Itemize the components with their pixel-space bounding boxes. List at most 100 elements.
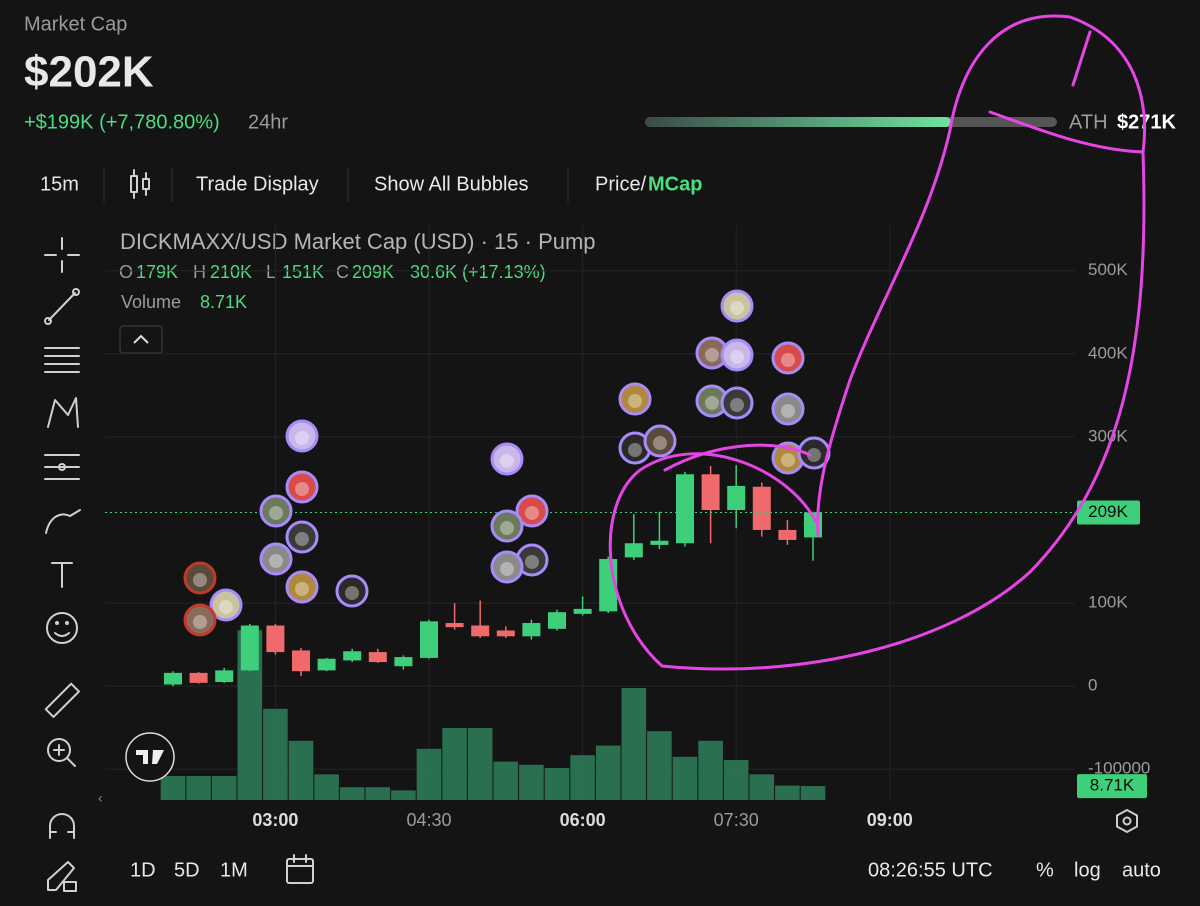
trade-bubble[interactable]	[285, 520, 319, 554]
zoom-tool[interactable]	[47, 738, 76, 767]
header-value: $202K	[24, 48, 154, 97]
trade-bubble[interactable]	[259, 494, 293, 528]
mcap-toggle[interactable]: MCap	[648, 173, 702, 195]
collapse-legend-button[interactable]	[119, 325, 163, 354]
candle-body	[292, 650, 310, 672]
trade-bubble[interactable]	[490, 550, 524, 584]
bubble-face	[781, 404, 795, 418]
candle-body	[266, 625, 285, 653]
trade-bubble[interactable]	[285, 570, 319, 604]
trade-bubble[interactable]	[259, 542, 293, 576]
bubble-face	[807, 448, 821, 462]
bubble-face	[781, 453, 795, 467]
trade-bubble[interactable]	[490, 442, 524, 476]
range-button[interactable]: 1D	[130, 859, 156, 881]
magnet-tool[interactable]	[49, 813, 75, 839]
candle-body	[752, 486, 771, 530]
range-button[interactable]: 1M	[220, 859, 248, 881]
tv-logo[interactable]	[125, 732, 175, 782]
candle-body	[420, 621, 438, 658]
last-price-tag	[1077, 500, 1140, 525]
bubble-face	[705, 348, 719, 362]
bubble-face	[730, 350, 744, 364]
brush-tool[interactable]	[45, 509, 81, 534]
trade-bubble[interactable]	[183, 603, 217, 637]
bubble-face	[500, 562, 514, 576]
trade-bubble[interactable]	[209, 588, 243, 622]
y-tick-label: 100K	[1088, 593, 1128, 612]
y-tick-label: 0	[1088, 676, 1097, 695]
volume-label: Volume	[121, 292, 181, 312]
trade-bubble[interactable]	[183, 561, 217, 595]
bubble-face	[295, 431, 309, 445]
trade-bubble[interactable]	[335, 574, 369, 608]
last-price-label: 209K	[1088, 502, 1128, 521]
trade-display-button[interactable]: Trade Display	[196, 173, 319, 195]
trade-bubble[interactable]	[771, 392, 805, 426]
bubble-ring	[720, 289, 754, 323]
pattern-tool[interactable]	[47, 397, 79, 428]
trade-bubble[interactable]	[797, 436, 831, 470]
candle-body	[573, 608, 592, 614]
fib-tool[interactable]	[44, 347, 80, 373]
bubble-face	[345, 586, 359, 600]
bubble-face	[219, 600, 233, 614]
chart-settings-dot	[1122, 816, 1132, 826]
header-label: Market Cap	[24, 13, 127, 35]
trade-bubble[interactable]	[515, 494, 549, 528]
bubble-ring	[771, 392, 805, 426]
projection-tool[interactable]	[44, 454, 80, 480]
trade-bubble[interactable]	[720, 338, 754, 372]
interval-button[interactable]: 15m	[40, 173, 79, 195]
bubble-ring	[720, 338, 754, 372]
log-toggle[interactable]: log	[1074, 859, 1101, 881]
clock: 08:26:55 UTC	[868, 859, 993, 881]
bubble-ring	[209, 588, 243, 622]
bubble-face	[295, 482, 309, 496]
ath-label: ATH	[1069, 111, 1108, 133]
collapse-toolbar[interactable]: ‹	[98, 790, 103, 806]
change-value: 30.6K (+17.13%)	[410, 262, 546, 282]
bubble-face	[193, 615, 207, 629]
volume-bar	[544, 768, 570, 800]
trade-bubble[interactable]	[720, 386, 754, 420]
y-tick-label: 300K	[1088, 426, 1128, 445]
ath-progress	[645, 117, 951, 127]
range-button[interactable]: 5D	[174, 859, 200, 881]
x-tick-label: 07:30	[714, 810, 759, 830]
text-tool[interactable]	[51, 562, 73, 588]
candle-type-button[interactable]	[130, 169, 150, 199]
trade-bubble[interactable]	[771, 341, 805, 375]
y-tick-label: 500K	[1088, 260, 1128, 279]
trade-bubble[interactable]	[285, 419, 319, 453]
bubble-ring	[285, 419, 319, 453]
price-toggle[interactable]: Price/	[595, 173, 647, 195]
trade-bubble[interactable]	[285, 470, 319, 504]
volume-bar	[672, 756, 698, 800]
bubble-ring	[183, 561, 217, 595]
chart-settings[interactable]	[1116, 808, 1138, 834]
bubble-face	[628, 394, 642, 408]
bubbles-button[interactable]: Show All Bubbles	[374, 173, 529, 195]
emoji-tool[interactable]	[46, 612, 78, 644]
crosshair-tool[interactable]	[44, 237, 80, 273]
auto-toggle[interactable]: auto	[1122, 859, 1161, 881]
ruler-tool[interactable]	[44, 682, 80, 718]
percent-toggle[interactable]: %	[1036, 859, 1054, 881]
open-value: 179K	[136, 262, 178, 282]
trade-bubble[interactable]	[720, 289, 754, 323]
bubble-ring	[643, 424, 677, 458]
candle-body	[727, 485, 746, 511]
trade-bubble[interactable]	[490, 509, 524, 543]
bubble-face	[653, 436, 667, 450]
lock-drawings-tool[interactable]	[47, 861, 77, 892]
hand-drawn-annotation	[608, 14, 1147, 671]
trendline-tool[interactable]	[44, 288, 80, 325]
open-label: O	[119, 262, 133, 282]
date-range-button[interactable]	[286, 854, 314, 884]
volume-bar	[595, 745, 621, 800]
volume-bar	[647, 731, 672, 800]
trade-bubble[interactable]	[618, 382, 652, 416]
trade-bubble[interactable]	[643, 424, 677, 458]
bubble-face	[500, 454, 514, 468]
